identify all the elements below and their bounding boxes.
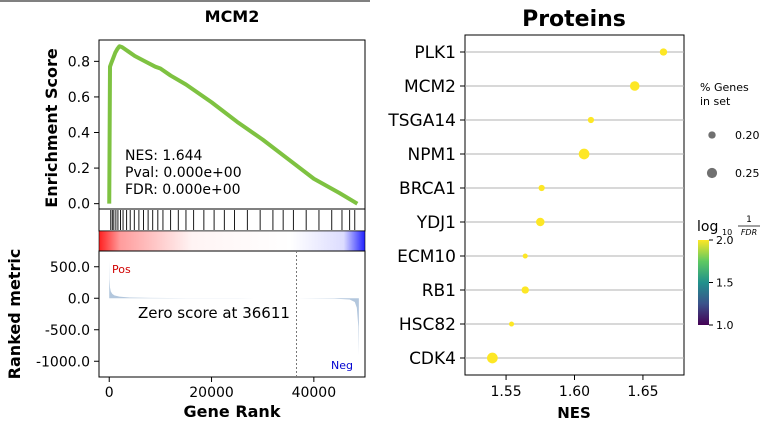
dotplot-point [536,217,545,227]
pos-label: Pos [112,263,131,276]
dotplot-xtick-label: 1.55 [490,384,521,400]
dotplot-category-label: PLK1 [414,43,456,63]
enrichment-score-line [107,44,359,206]
dotplot-category-label: BRCA1 [399,179,456,199]
dotplot-category-label: MCM2 [404,77,456,97]
dotplot-point [578,148,590,160]
ranked-metric-ylabel: Ranked metric [5,249,24,380]
dotplot-point [522,253,528,259]
size-legend-dot-small [708,131,716,139]
dotplot-xtick-label: 1.65 [627,384,658,400]
es-ytick-label: 0.0 [68,197,90,213]
dotplot-category-label: ECM10 [397,247,456,267]
dotplot-grid [465,51,684,359]
neg-label: Neg [331,359,353,372]
colorbar-label-base: 10 [722,228,732,237]
stat-pval: Pval: 0.000e+00 [125,165,242,181]
colorbar-tick-label: 2.0 [716,234,734,247]
rank-color-strip [98,230,366,252]
stat-fdr: FDR: 0.000e+00 [125,182,241,198]
size-legend-dot-large [706,167,718,179]
dotplot-point [659,48,668,56]
colorbar: log 10 1 FDR 2.0 1.5 1.0 [697,215,760,332]
dotplot-xtick-label: 1.60 [559,384,590,400]
colorbar-label-numerator: 1 [746,215,752,225]
colorbar-tick-label: 1.5 [716,277,734,290]
colorbar-label-log: log [697,219,718,235]
rm-ytick-label: 0.0 [68,291,90,307]
dotplot-category-label: YDJ1 [416,213,456,233]
colorbar-gradient [698,240,709,325]
nes-xlabel: NES [557,404,591,422]
rm-xtick-label: 20000 [189,385,234,401]
rm-ytick-label: -500.0 [45,323,90,339]
dotplot-point [521,286,529,294]
dotplot-category-label: TSGA14 [387,111,456,131]
gsea-title: MCM2 [205,7,260,26]
dotplot-category-label: RB1 [422,281,456,301]
dotplot-point [487,352,498,364]
size-legend-title-line1: % Genes [700,81,749,94]
es-ytick-label: 0.4 [68,126,90,142]
dotplot-x-axis: 1.55 1.60 1.65 [490,375,659,400]
size-legend-value-large: 0.25 [735,167,760,180]
zero-score-label: Zero score at 36611 [138,304,290,322]
colorbar-ticks: 2.0 1.5 1.0 [709,234,734,332]
es-ytick-label: 0.2 [68,161,90,177]
dotplot-point [587,116,595,124]
stat-nes: NES: 1.644 [125,148,203,164]
size-legend-title-line2: in set [700,95,731,108]
gene-hit-marks [110,210,356,230]
rm-xtick-label: 40000 [292,385,337,401]
ranked-metric-frame [98,250,366,378]
colorbar-tick-label: 1.0 [716,319,734,332]
dotplot-category-label: NPM1 [408,145,456,165]
enrichment-score-axis: 0.0 0.2 0.4 0.6 0.8 [68,54,99,213]
dotplot-category-label: CDK4 [409,349,456,369]
stats-box: NES: 1.644 Pval: 0.000e+00 FDR: 0.000e+0… [125,148,242,198]
es-ytick-label: 0.8 [68,54,90,70]
dotplot-point [629,81,640,91]
proteins-title: Proteins [522,7,626,32]
rm-ytick-label: -1000.0 [36,354,90,370]
size-legend: % Genes in set 0.20 0.25 [700,81,760,180]
es-ytick-label: 0.6 [68,90,90,106]
colorbar-label-denominator: FDR [741,228,757,237]
dotplot-point [508,321,515,327]
rm-xtick-label: 0 [105,385,114,401]
enrichment-score-ylabel: Enrichment Score [42,48,61,208]
dotplot-category-labels: PLK1 MCM2 TSGA14 NPM1 BRCA1 YDJ1 ECM10 RB1 HSC82… [387,43,465,369]
dotplot-point [538,184,545,192]
gene-rank-xlabel: Gene Rank [184,402,281,421]
rm-ytick-label: 500.0 [50,260,90,276]
dotplot-category-label: HSC82 [399,315,456,335]
ranked-metric-axis: 500.0 0.0 -500.0 -1000.0 0 20000 40000 [36,260,336,401]
size-legend-value-small: 0.20 [735,129,760,142]
dotplot-points [487,48,668,364]
